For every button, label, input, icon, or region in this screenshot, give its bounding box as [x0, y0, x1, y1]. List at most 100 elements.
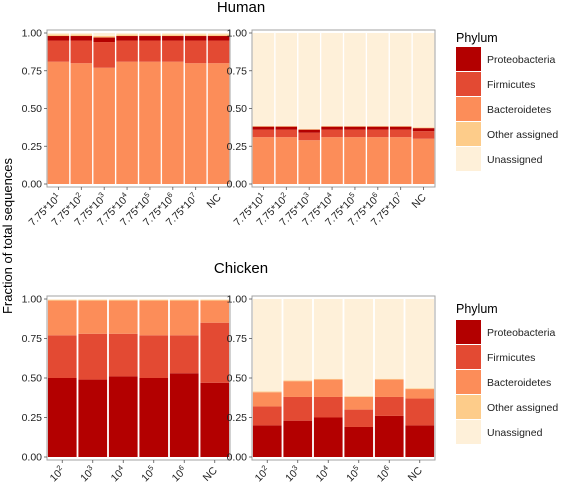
legend-swatch-bacteroidetes: [456, 370, 481, 394]
bar-segment-unassigned: [139, 299, 169, 300]
y-tick-label: 0.25: [227, 141, 248, 153]
y-tick-label: 0.25: [22, 412, 43, 424]
bar-segment-other-assigned: [252, 125, 275, 127]
bar-segment-firmicutes: [207, 40, 230, 64]
bar-segment-unassigned: [252, 33, 275, 126]
bar-segment-unassigned: [169, 299, 199, 300]
bar-segment-proteobacteria: [116, 36, 138, 41]
y-tick-label: 0.25: [227, 412, 248, 424]
x-tick-label: NC: [406, 464, 426, 484]
y-tick-label: 0.75: [227, 65, 248, 77]
panel-human-unassigned: 0.000.250.500.751.007.75*1017.75*1027.75…: [227, 28, 436, 229]
legend-label: Unassigned: [487, 154, 543, 166]
bar-segment-other-assigned: [252, 391, 282, 393]
legend-label: Bacteroidetes: [487, 104, 551, 116]
bar-segment-proteobacteria: [70, 36, 93, 41]
bar-segment-other-assigned: [184, 34, 207, 37]
x-tick-label: 103: [77, 463, 98, 484]
legend-swatch-other-assigned: [456, 122, 481, 146]
bar-segment-unassigned: [47, 33, 70, 35]
bar-segment-bacteroidetes: [169, 300, 199, 336]
legend-label: Unassigned: [487, 427, 543, 439]
bar-segment-firmicutes: [139, 335, 169, 378]
bar-segment-bacteroidetes: [405, 389, 435, 399]
bar-segment-firmicutes: [47, 40, 70, 62]
bar-segment-unassigned: [321, 33, 343, 126]
bar-segment-other-assigned: [344, 396, 374, 397]
legend-label: Bacteroidetes: [487, 377, 551, 389]
y-tick-label: 1.00: [22, 28, 43, 40]
bar-segment-unassigned: [405, 299, 435, 389]
bar-segment-other-assigned: [313, 378, 343, 380]
bar-segment-proteobacteria: [47, 378, 77, 457]
bar-segment-other-assigned: [93, 36, 115, 38]
bar-segment-bacteroidetes: [367, 137, 389, 184]
bar-segment-firmicutes: [344, 409, 374, 427]
panel-chicken-total: 0.00 0.25 0.50 0.75 1.00 102 103 104 105 106 NC: [22, 294, 231, 484]
bar-segment-firmicutes: [78, 333, 108, 380]
legend-label: Firmicutes: [487, 79, 535, 91]
bar-segment-firmicutes: [389, 129, 412, 138]
bar-segment-proteobacteria: [207, 36, 230, 41]
bar-segment-firmicutes: [93, 42, 115, 68]
bar-segment-unassigned: [374, 299, 404, 379]
bar-segment-firmicutes: [275, 129, 298, 138]
panel-human-total: 0.000.250.500.751.007.75*1017.75*1027.75…: [22, 28, 231, 229]
legend-label: Other assigned: [487, 402, 558, 414]
legend-swatch-firmicutes: [456, 345, 481, 369]
bar-segment-other-assigned: [139, 299, 169, 301]
bar-segment-other-assigned: [169, 299, 199, 301]
bar-segment-other-assigned: [47, 34, 70, 37]
bar-segment-other-assigned: [116, 34, 138, 37]
legend-top: Phylum Proteobacteria Firmicutes Bacteroid…: [456, 31, 558, 171]
bar-segment-firmicutes: [252, 406, 282, 426]
y-axis-label: Fraction of total sequences: [0, 157, 15, 314]
bar-segment-unassigned: [389, 33, 412, 126]
y-tick-label: 1.00: [227, 294, 248, 306]
legend-swatch-unassigned: [456, 147, 481, 171]
y-tick-label: 0.00: [22, 452, 43, 464]
x-tick-label: 102: [46, 463, 67, 484]
bar-segment-bacteroidetes: [47, 61, 70, 184]
bar-segment-proteobacteria: [412, 128, 435, 132]
bar-segment-other-assigned: [108, 299, 138, 301]
bar-segment-unassigned: [344, 33, 366, 126]
bar-segment-other-assigned: [283, 380, 313, 382]
bar-segment-bacteroidetes: [139, 300, 169, 336]
x-tick-label: 105: [138, 463, 159, 484]
legend-label: Proteobacteria: [487, 54, 555, 66]
bar-segment-proteobacteria: [139, 378, 169, 457]
bar-segment-proteobacteria: [78, 379, 108, 457]
bar-segment-firmicutes: [367, 129, 389, 138]
bar-segment-other-assigned: [321, 125, 343, 127]
legend-swatch-bacteroidetes: [456, 97, 481, 121]
bar-segment-firmicutes: [344, 129, 366, 138]
legend-label: Firmicutes: [487, 352, 535, 364]
bar-segment-bacteroidetes: [275, 137, 298, 184]
x-tick-label: 103: [282, 463, 303, 484]
legend-swatch-firmicutes: [456, 72, 481, 96]
bar-segment-unassigned: [275, 33, 298, 126]
y-tick-label: 0.50: [22, 373, 43, 385]
y-tick-label: 1.00: [227, 28, 248, 40]
bar-segment-bacteroidetes: [207, 63, 230, 185]
bar-segment-bacteroidetes: [252, 137, 275, 184]
bar-segment-proteobacteria: [405, 425, 435, 457]
bar-segment-bacteroidetes: [252, 392, 282, 407]
bar-segment-unassigned: [47, 299, 77, 300]
bar-segment-firmicutes: [252, 129, 275, 138]
bar-segment-bacteroidetes: [389, 137, 412, 184]
bar-segment-firmicutes: [412, 131, 435, 139]
bar-segment-other-assigned: [207, 34, 230, 37]
bar-segment-bacteroidetes: [283, 381, 313, 397]
y-tick-label: 0.75: [227, 333, 248, 345]
bar-segment-firmicutes: [169, 335, 199, 374]
bar-segment-firmicutes: [321, 129, 343, 138]
bar-segment-bacteroidetes: [78, 300, 108, 334]
bar-segment-unassigned: [93, 33, 115, 37]
bar-segment-bacteroidetes: [93, 67, 115, 184]
bar-segment-bacteroidetes: [344, 396, 374, 410]
x-tick-label: 105: [343, 463, 364, 484]
x-tick-label: NC: [409, 191, 429, 211]
bar-segment-proteobacteria: [374, 415, 404, 457]
